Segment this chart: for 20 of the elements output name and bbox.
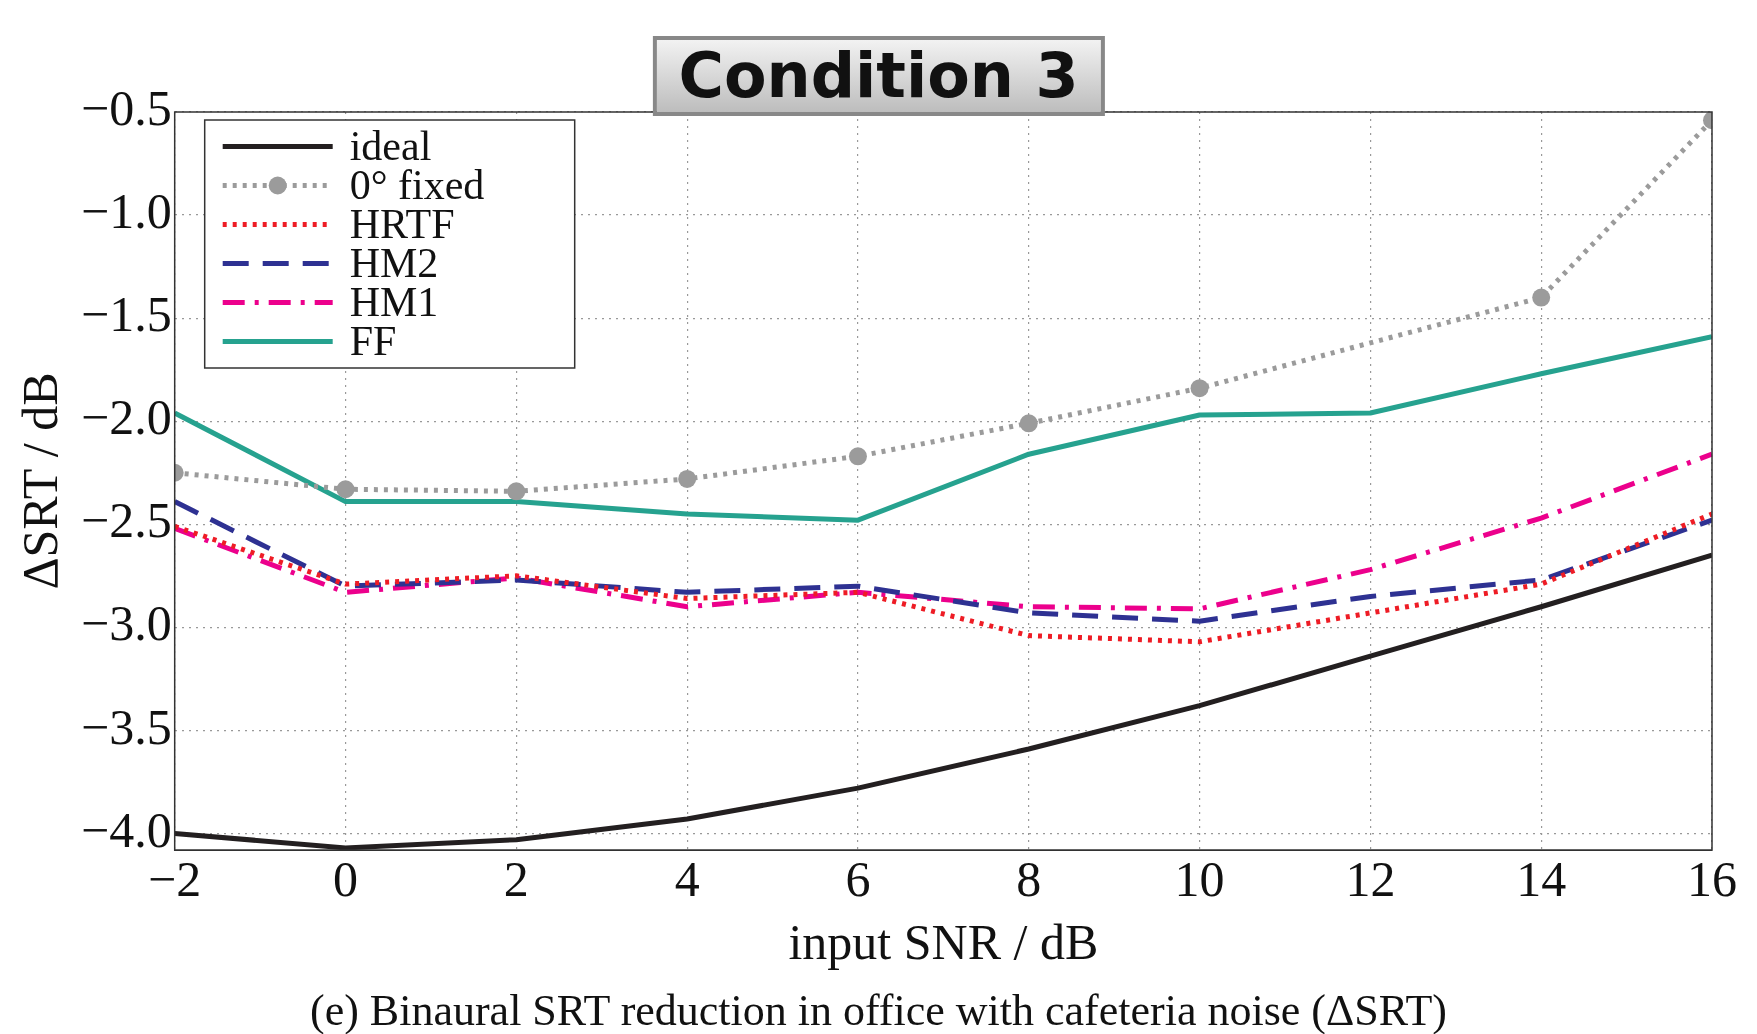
y-tick-label: −2.0: [81, 389, 172, 446]
x-tick-label: 10: [1174, 851, 1225, 908]
x-axis-title: input SNR / dB: [788, 914, 1099, 971]
y-tick-label: −1.0: [81, 183, 172, 240]
y-axis-title: ΔSRT / dB: [12, 372, 69, 590]
x-tick-label: 16: [1687, 851, 1737, 908]
y-tick-label: −0.5: [81, 80, 172, 137]
x-tick-label: 0: [333, 851, 359, 908]
y-tick-label: −3.5: [81, 698, 172, 755]
x-tick-label: 14: [1516, 851, 1567, 908]
x-tick-label: 2: [503, 851, 529, 908]
x-tick-label: 8: [1016, 851, 1042, 908]
y-tick-label: −3.0: [81, 595, 172, 652]
x-tick-label: 4: [674, 851, 700, 908]
x-tick-label: 12: [1345, 851, 1396, 908]
text: (e) Binaural SRT reduction in office with cafeteria noise (ΔSRT): [309, 985, 1448, 1034]
chart-title: Condition 3: [652, 36, 1105, 116]
x-tick-label: 6: [845, 851, 871, 908]
y-tick-label: −1.5: [81, 286, 172, 343]
y-tick-label: −2.5: [81, 492, 172, 549]
